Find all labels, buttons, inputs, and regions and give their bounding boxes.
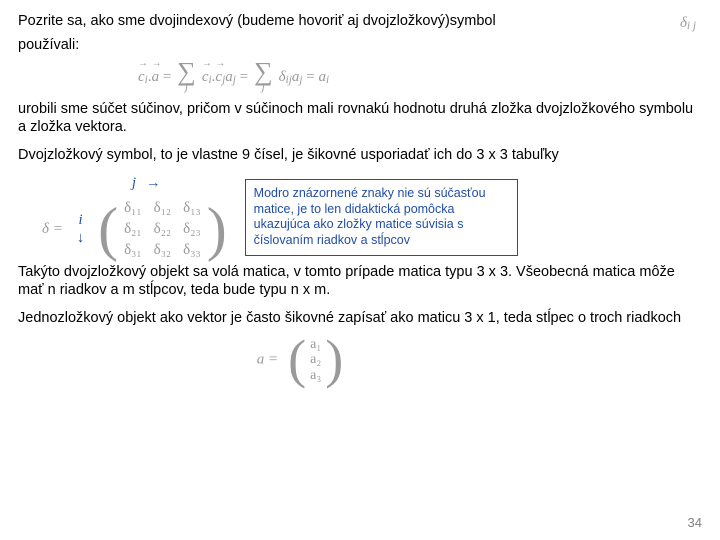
- equation-sum: ci.a = ∑j ci.cjaj = ∑j δijaj = ai: [18, 62, 702, 92]
- j-label: j: [132, 174, 136, 192]
- j-arrow: →: [146, 174, 161, 192]
- matrix-display: j → δ = i ↓ ( δ₁₁ δ₁₂ δ₁₃: [18, 174, 227, 260]
- intro-line-1: Pozrite sa, ako sme dvojindexový (budeme…: [18, 13, 496, 29]
- para-9-numbers: Dvojzložkový symbol, to je vlastne 9 čís…: [18, 146, 702, 164]
- i-label: i: [78, 211, 82, 229]
- para-vector-as-matrix: Jednozložkový objekt ako vektor je často…: [18, 309, 702, 327]
- blue-note-box: Modro znázornené znaky nie sú súčasťou m…: [245, 179, 518, 256]
- delta-matrix-table: δ₁₁ δ₁₂ δ₁₃ δ₂₁ δ₂₂ δ₂₃ δ₃₁ δ₃₂ δ₃₃: [118, 198, 207, 260]
- para-matrix-def: Takýto dvojzložkový objekt sa volá matic…: [18, 263, 702, 299]
- page-number: 34: [688, 515, 702, 530]
- delta-equals: δ =: [42, 220, 63, 239]
- vector-column-eq: a = ( a₁ a₂ a₃ ): [0, 337, 702, 383]
- i-arrow: ↓: [77, 229, 84, 247]
- delta-ij-symbol: δi j: [680, 14, 696, 33]
- intro-line-2: používali:: [18, 37, 79, 53]
- para-sum-explain: urobili sme súčet súčinov, pričom v súči…: [18, 100, 702, 136]
